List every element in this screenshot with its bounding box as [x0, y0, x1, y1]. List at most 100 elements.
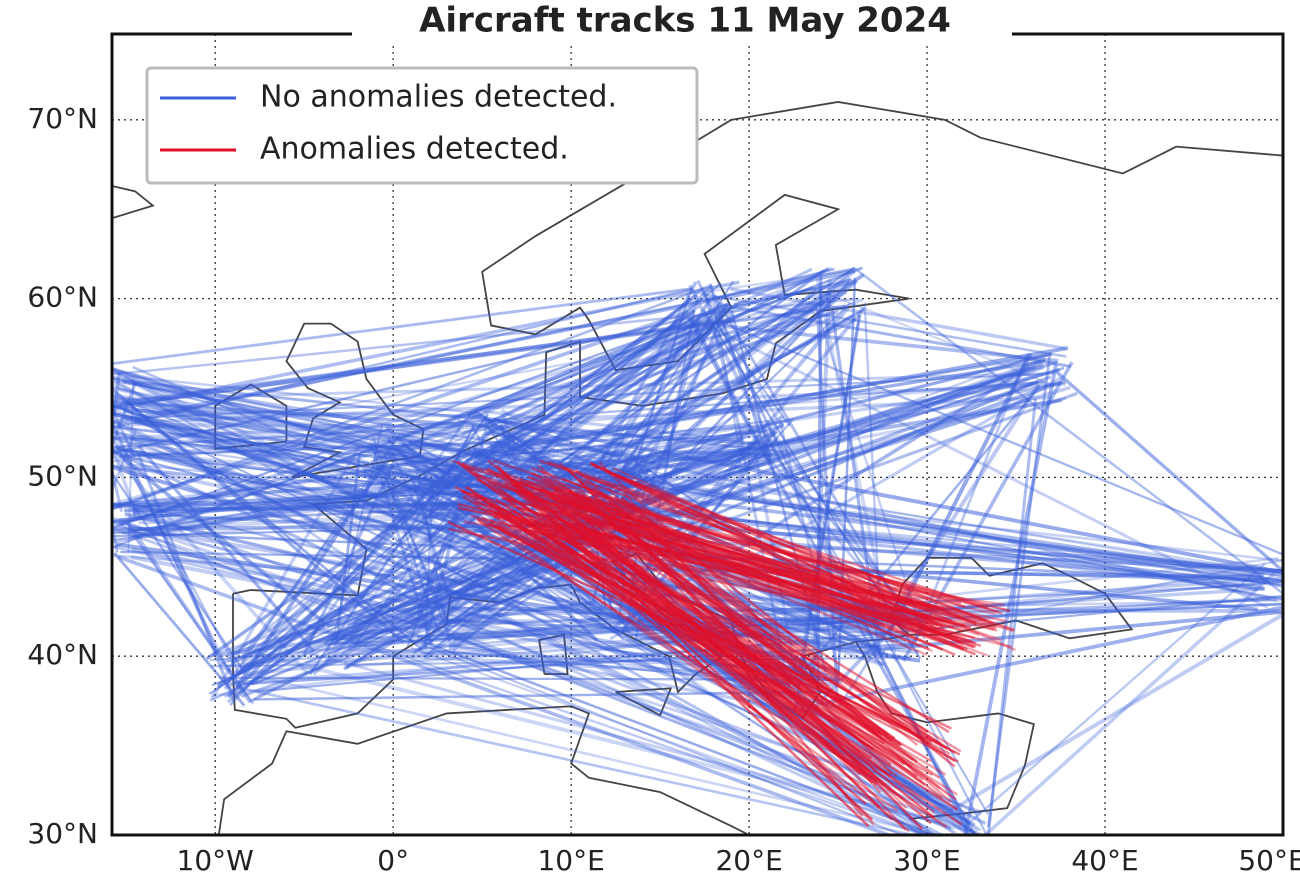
track — [811, 279, 832, 680]
track — [621, 519, 907, 831]
track — [400, 381, 1034, 428]
track — [112, 411, 449, 485]
track — [982, 571, 1276, 835]
track — [112, 470, 246, 674]
track — [405, 616, 899, 643]
track — [578, 356, 1032, 526]
track — [323, 576, 1283, 645]
track — [385, 467, 449, 633]
track — [112, 386, 369, 440]
track — [531, 471, 950, 734]
track — [112, 380, 606, 616]
track — [451, 422, 785, 645]
track — [324, 602, 1283, 646]
track — [112, 297, 859, 376]
track — [590, 462, 965, 651]
lon-tick-label: 10°E — [537, 844, 604, 877]
track — [464, 485, 883, 737]
track — [112, 526, 434, 642]
legend-box — [145, 66, 699, 185]
track — [757, 306, 850, 415]
tracks — [112, 266, 1283, 835]
track — [115, 380, 925, 835]
track — [257, 556, 572, 697]
track — [112, 441, 138, 517]
track — [112, 482, 634, 509]
track — [112, 375, 393, 427]
track — [474, 494, 947, 776]
track — [708, 283, 772, 466]
legend-label: Anomalies detected. — [260, 132, 569, 167]
track — [112, 424, 461, 449]
track — [509, 519, 963, 826]
track — [119, 435, 370, 465]
track — [447, 520, 933, 743]
track — [253, 651, 942, 825]
track — [483, 410, 743, 443]
track — [353, 624, 881, 668]
track — [657, 281, 851, 488]
track — [220, 627, 404, 657]
track — [118, 555, 894, 835]
track — [112, 405, 136, 458]
title: Aircraft tracks 11 May 2024 — [419, 1, 951, 41]
track — [112, 384, 367, 458]
track — [816, 273, 823, 681]
track — [372, 437, 440, 632]
track — [570, 281, 698, 518]
track — [935, 612, 1283, 821]
track — [235, 457, 389, 689]
track — [112, 520, 906, 835]
track — [778, 418, 840, 673]
lat-tick-label: 40°N — [27, 638, 98, 671]
track — [303, 411, 473, 648]
track — [451, 310, 839, 419]
track — [492, 511, 972, 629]
lat-tick-label: 60°N — [27, 281, 98, 314]
track — [112, 304, 847, 409]
track — [442, 396, 1067, 520]
track — [498, 521, 1013, 649]
track — [112, 411, 439, 497]
lon-tick-label: 20°E — [715, 844, 782, 877]
track — [118, 387, 449, 489]
track — [343, 613, 623, 665]
track — [251, 611, 432, 686]
track — [824, 605, 1283, 705]
track — [429, 512, 931, 835]
track — [710, 290, 742, 457]
track — [370, 317, 834, 464]
track — [594, 296, 713, 484]
track — [426, 293, 699, 501]
track — [603, 455, 776, 506]
track — [136, 404, 550, 575]
track — [837, 277, 857, 681]
coastline — [615, 687, 673, 717]
track — [120, 550, 578, 562]
track — [558, 469, 1265, 577]
track — [730, 310, 827, 672]
track — [112, 310, 690, 511]
lon-tick-label: 50°E — [1238, 844, 1300, 877]
track — [620, 496, 956, 768]
track — [243, 642, 912, 686]
track — [112, 400, 768, 447]
track — [588, 360, 1058, 500]
track — [725, 323, 1283, 556]
track — [381, 328, 723, 474]
track — [125, 375, 481, 415]
coastline — [217, 705, 750, 835]
track — [229, 470, 447, 706]
track — [616, 513, 1014, 632]
track — [112, 464, 124, 512]
track — [456, 418, 1278, 602]
track — [557, 308, 865, 491]
track — [704, 296, 745, 445]
track — [662, 362, 1044, 500]
track — [112, 366, 544, 504]
track — [963, 363, 1058, 835]
track — [481, 516, 899, 812]
track — [240, 391, 1078, 698]
track — [133, 409, 482, 418]
